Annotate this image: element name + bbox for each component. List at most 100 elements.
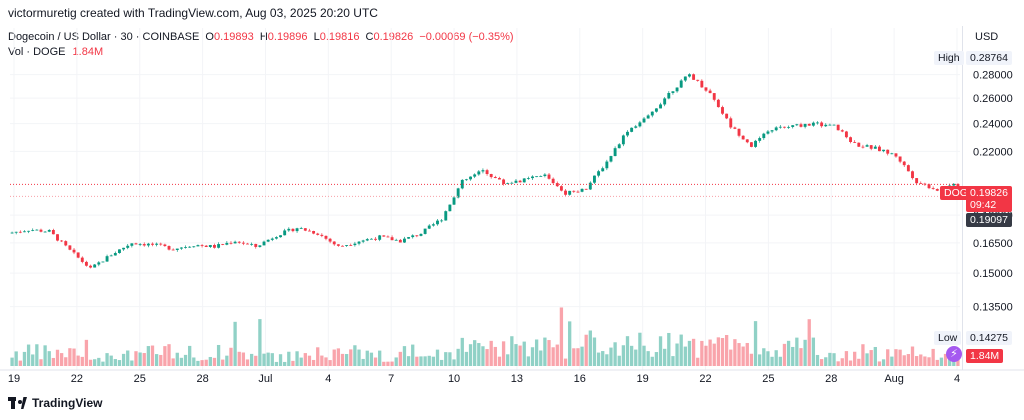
- volume-bar: [724, 334, 729, 366]
- volume-bar: [262, 353, 266, 366]
- candle-body: [853, 142, 857, 143]
- volume-bar: [117, 360, 122, 366]
- candle-body: [696, 79, 700, 81]
- volume-bar: [336, 348, 341, 366]
- volume-bar: [658, 336, 663, 366]
- volume-bar: [774, 350, 778, 366]
- volume-bar: [295, 351, 299, 366]
- volume-bar: [188, 345, 192, 366]
- candle-body: [642, 118, 646, 123]
- volume-bar: [212, 357, 217, 366]
- time-tick-label: 7: [388, 373, 394, 385]
- candle-body: [138, 244, 142, 245]
- volume-bar: [439, 359, 444, 366]
- volume-bar: [493, 346, 497, 366]
- volume-bar: [278, 354, 283, 366]
- volume-bar: [902, 355, 906, 366]
- volume-bar: [881, 359, 886, 366]
- candle-body: [919, 183, 923, 185]
- candle-body: [762, 133, 766, 139]
- volume-bar: [596, 352, 601, 366]
- candle-body: [535, 176, 539, 178]
- volume-bar: [935, 359, 939, 366]
- candle-body: [365, 239, 369, 241]
- volume-bar: [266, 352, 270, 366]
- volume-bar: [857, 358, 861, 366]
- volume-bar: [708, 339, 712, 366]
- candle-body: [18, 231, 22, 233]
- candle-body: [799, 124, 803, 127]
- volume-bar: [762, 348, 766, 366]
- volume-bar: [799, 348, 803, 366]
- candle-body: [398, 239, 402, 243]
- volume-bar: [88, 359, 93, 366]
- candle-body: [559, 186, 563, 191]
- volume-bar: [225, 355, 229, 366]
- candle-body: [444, 211, 448, 221]
- volume-bar: [415, 356, 419, 366]
- volume-bar: [241, 352, 246, 366]
- volume-bar: [629, 345, 634, 366]
- chart-grid: [0, 28, 1024, 371]
- candle-body: [134, 243, 138, 245]
- volume-label[interactable]: Vol · DOGE: [8, 46, 66, 58]
- candle-body: [526, 178, 530, 179]
- volume-bar: [200, 360, 204, 366]
- volume-bar: [460, 337, 464, 366]
- candle-body: [906, 165, 910, 172]
- volume-bar: [758, 354, 762, 366]
- candle-body: [816, 122, 819, 124]
- candle-body: [795, 124, 799, 126]
- volume-bar: [254, 355, 258, 366]
- candle-body: [378, 235, 382, 240]
- low-label: L: [313, 31, 320, 43]
- candle-body: [869, 145, 873, 149]
- volume-bar: [229, 347, 233, 366]
- volume-bar: [894, 349, 898, 366]
- volume-bar: [910, 346, 915, 366]
- price-tick-label: 0.15000: [973, 268, 1013, 280]
- high-tag-label: High: [934, 51, 964, 65]
- candle-body: [865, 145, 869, 147]
- candle-body: [626, 131, 629, 136]
- candle-body: [791, 125, 795, 127]
- volume-bar: [844, 351, 849, 366]
- volume-bar: [101, 361, 105, 366]
- volume-bar: [316, 347, 320, 366]
- ohlc-legend: Dogecoin / US Dollar · 30 · COINBASE O0.…: [8, 31, 514, 43]
- candle-body: [531, 176, 534, 179]
- candle-body: [902, 161, 906, 166]
- price-tick-label: 0.22000: [973, 146, 1013, 158]
- currency-label[interactable]: USD: [975, 31, 999, 43]
- volume-bar: [906, 354, 911, 366]
- lightning-icon[interactable]: ⚡: [946, 346, 962, 362]
- candle-body: [712, 93, 716, 100]
- volume-bar: [332, 349, 336, 366]
- volume-bar: [142, 353, 146, 366]
- volume-bar: [398, 351, 402, 366]
- candle-body: [725, 113, 729, 119]
- volume-bar: [237, 351, 241, 366]
- candle-body: [820, 122, 824, 127]
- candle-body: [613, 148, 617, 157]
- volume-bar: [311, 359, 316, 366]
- candle-body: [130, 243, 134, 246]
- candle-body: [312, 230, 316, 234]
- candle-body: [403, 238, 406, 243]
- symbol-name[interactable]: Dogecoin / US Dollar · 30 · COINBASE: [8, 31, 200, 43]
- candle-body: [543, 174, 547, 177]
- candle-body: [481, 170, 485, 172]
- candle-body: [225, 242, 229, 245]
- volume-bar: [444, 352, 448, 366]
- candle-body: [353, 243, 357, 246]
- candle-body: [609, 156, 613, 162]
- volume-bar: [485, 349, 489, 366]
- volume-bar: [138, 352, 142, 366]
- volume-bar: [580, 346, 584, 366]
- price-tick-label: 0.13500: [973, 302, 1013, 314]
- volume-bar: [76, 355, 80, 366]
- candle-body: [861, 146, 865, 148]
- volume-bar: [745, 342, 749, 366]
- volume-bar: [307, 355, 312, 366]
